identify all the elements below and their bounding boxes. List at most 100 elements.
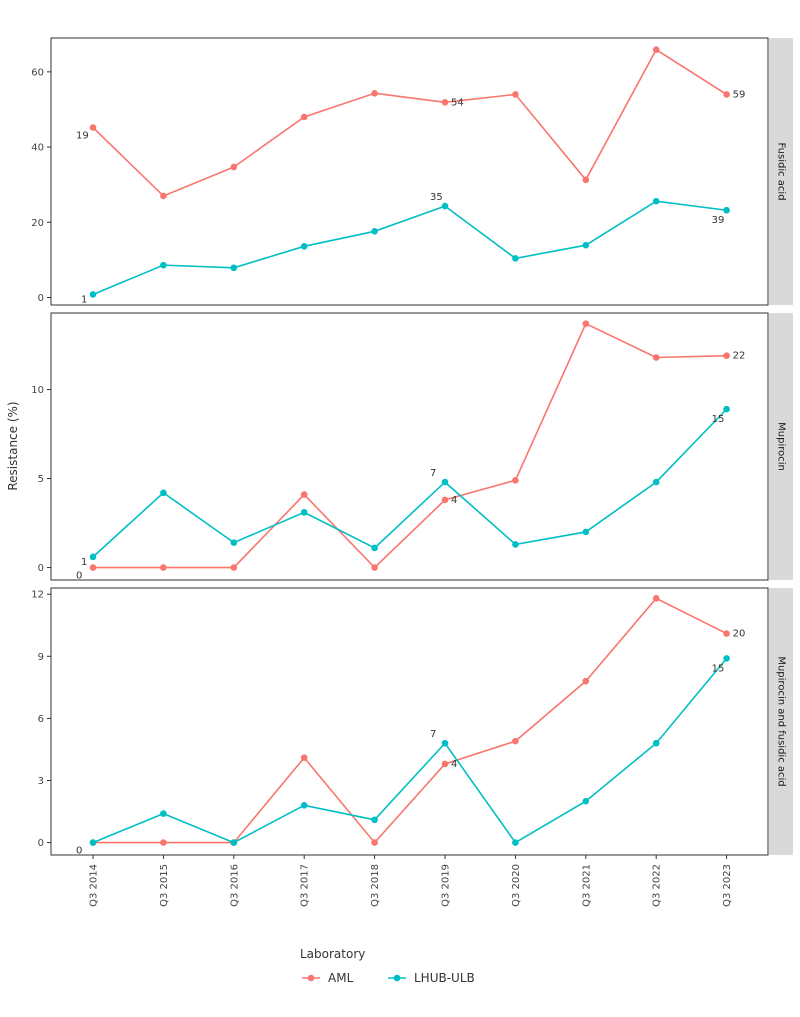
data-point-aml (652, 46, 660, 53)
data-point-lhub-ulb (723, 405, 730, 413)
data-label: 39 (712, 215, 725, 226)
data-label: 4 (451, 759, 457, 770)
data-point-lhub-ulb (723, 206, 730, 214)
data-point-aml (300, 754, 308, 762)
data-label: 15 (712, 414, 725, 425)
data-point-lhub-ulb (441, 478, 449, 486)
data-point-lhub-ulb (230, 839, 238, 846)
strip-background (769, 588, 793, 855)
x-tick-label: Q3 2014 (89, 864, 100, 907)
x-tick-label: Q3 2015 (159, 864, 170, 907)
data-point-aml (441, 760, 449, 768)
y-axis-title: Resistance (%) (6, 401, 20, 490)
series-line-lhub-ulb (92, 200, 727, 296)
data-point-lhub-ulb (160, 261, 167, 269)
data-point-lhub-ulb (89, 553, 97, 561)
data-point-lhub-ulb (230, 264, 238, 272)
data-point-aml (652, 354, 660, 361)
panel-frame (50, 312, 769, 581)
y-tick-label: 0 (38, 563, 44, 574)
series-line-aml (92, 48, 728, 197)
y-tick-label: 9 (38, 652, 44, 663)
data-point-aml (441, 99, 449, 106)
x-tick-label: Q3 2018 (370, 864, 381, 907)
y-tick-label: 6 (38, 714, 44, 725)
legend-item-lhub-ulb: LHUB-ULB (388, 971, 475, 985)
data-point-lhub-ulb (160, 489, 167, 497)
data-point-lhub-ulb (300, 243, 308, 250)
panel-mupirocin-and-fusidic-acid: Mupirocin and fusidic acid 0 3 6 9 12 0 4 20 7 15 (31, 587, 793, 857)
y-tick-label: 3 (38, 776, 44, 787)
data-label: 4 (451, 495, 457, 506)
strip-label: Mupirocin and fusidic acid (776, 656, 787, 786)
data-point-lhub-ulb (723, 655, 730, 662)
data-point-lhub-ulb (512, 839, 519, 846)
x-tick-label: Q3 2020 (511, 864, 522, 907)
data-point-aml (230, 564, 238, 571)
x-tick-label: Q3 2019 (441, 864, 452, 907)
data-point-aml (441, 496, 449, 504)
strip-background (769, 38, 793, 305)
data-point-lhub-ulb (371, 227, 378, 235)
legend-label: LHUB-ULB (414, 971, 475, 985)
y-tick-label: 12 (31, 590, 44, 601)
data-label: 0 (76, 571, 82, 582)
legend-title: Laboratory (300, 947, 365, 961)
legend-key-point (393, 974, 401, 982)
data-label: 0 (76, 846, 82, 857)
data-label: 54 (451, 97, 464, 108)
data-point-aml (230, 163, 238, 171)
legend-label: AML (328, 971, 354, 985)
series-line-lhub-ulb (92, 657, 728, 844)
x-tick-label: Q3 2022 (652, 864, 663, 907)
data-point-aml (371, 564, 378, 571)
data-point-lhub-ulb (300, 509, 308, 516)
data-point-lhub-ulb (230, 539, 238, 546)
y-tick-label: 0 (38, 838, 44, 849)
data-point-lhub-ulb (512, 255, 519, 262)
legend-key-point (307, 974, 315, 982)
data-label: 1 (81, 294, 87, 305)
data-point-lhub-ulb (652, 739, 660, 747)
x-tick-label: Q3 2016 (229, 864, 240, 907)
strip-background (769, 313, 793, 580)
y-tick-label: 10 (31, 385, 44, 396)
y-tick-label: 5 (38, 474, 44, 485)
data-point-lhub-ulb (371, 816, 378, 824)
data-point-lhub-ulb (160, 810, 167, 817)
data-point-aml (89, 564, 97, 571)
y-tick-label: 0 (38, 293, 44, 304)
series-line-aml (93, 597, 727, 844)
y-tick-label: 20 (31, 218, 44, 229)
data-point-lhub-ulb (512, 541, 519, 548)
data-point-aml (723, 352, 730, 360)
data-label: 1 (81, 557, 87, 568)
data-label: 35 (430, 192, 443, 203)
data-label: 7 (430, 729, 436, 740)
data-point-aml (89, 124, 97, 131)
data-label: 7 (430, 468, 436, 479)
data-point-lhub-ulb (582, 241, 590, 249)
panel-frame (50, 587, 769, 856)
data-point-aml (160, 564, 167, 571)
data-point-lhub-ulb (582, 528, 590, 536)
panel-fusidic-acid: Fusidic acid 0 20 40 60 19 54 59 1 35 39 (31, 37, 793, 306)
series-line-aml (93, 322, 727, 569)
data-point-lhub-ulb (652, 478, 660, 486)
x-tick-label: Q3 2021 (581, 864, 592, 907)
data-point-aml (582, 176, 590, 184)
data-point-lhub-ulb (300, 802, 308, 809)
x-tick-label: Q3 2023 (722, 864, 733, 907)
data-point-aml (512, 737, 519, 745)
legend-item-aml: AML (302, 971, 354, 985)
data-label: 59 (733, 89, 746, 100)
data-point-aml (371, 89, 378, 97)
data-point-aml (723, 91, 730, 98)
data-point-aml (652, 595, 660, 602)
data-point-lhub-ulb (652, 197, 660, 205)
x-tick-label: Q3 2017 (300, 864, 311, 907)
data-point-lhub-ulb (371, 544, 378, 552)
data-point-aml (160, 192, 167, 200)
data-point-aml (582, 320, 590, 327)
